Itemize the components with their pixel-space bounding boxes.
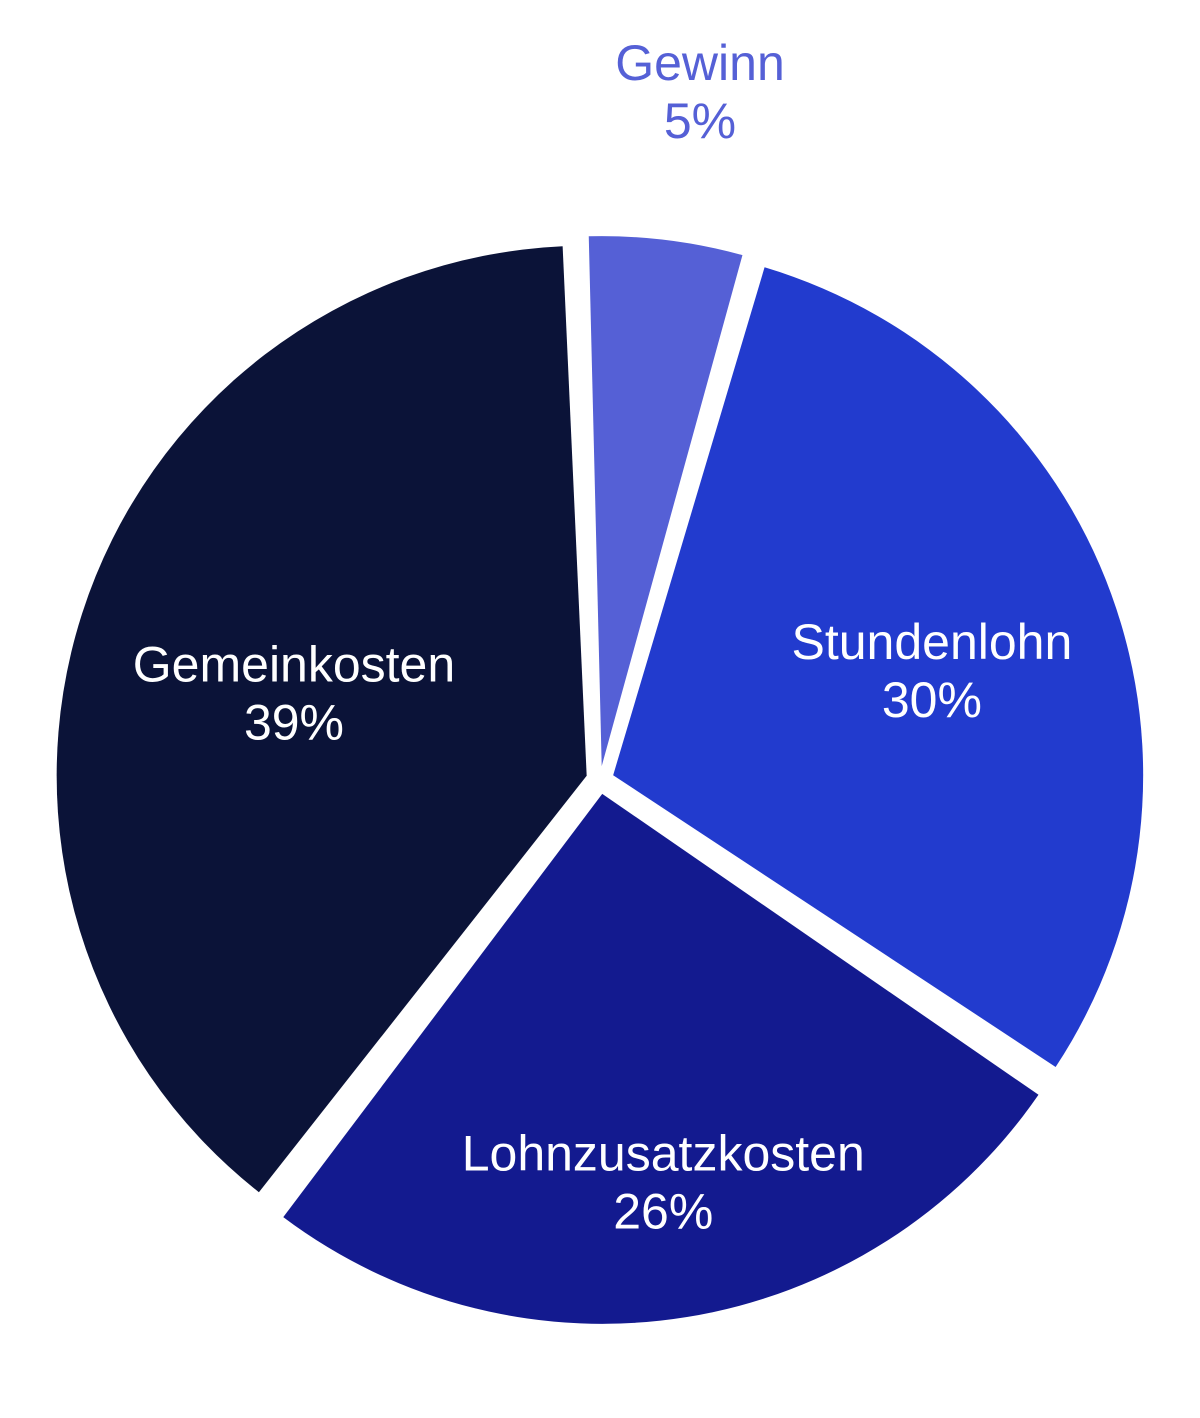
slice-label-name: Gemeinkosten	[133, 637, 455, 693]
slice-label-percent: 26%	[613, 1184, 713, 1240]
slice-label-name: Stundenlohn	[791, 614, 1072, 670]
slice-label-percent: 39%	[244, 695, 344, 751]
slice-label-name: Lohnzusatzkosten	[462, 1126, 865, 1182]
pie-chart: Gewinn5% Stundenlohn30% Lohnzusatzkosten26…	[0, 0, 1200, 1418]
slice-label-percent: 30%	[882, 672, 982, 728]
slice-label-percent: 5%	[664, 93, 736, 149]
slice-label-name: Gewinn	[615, 35, 785, 91]
